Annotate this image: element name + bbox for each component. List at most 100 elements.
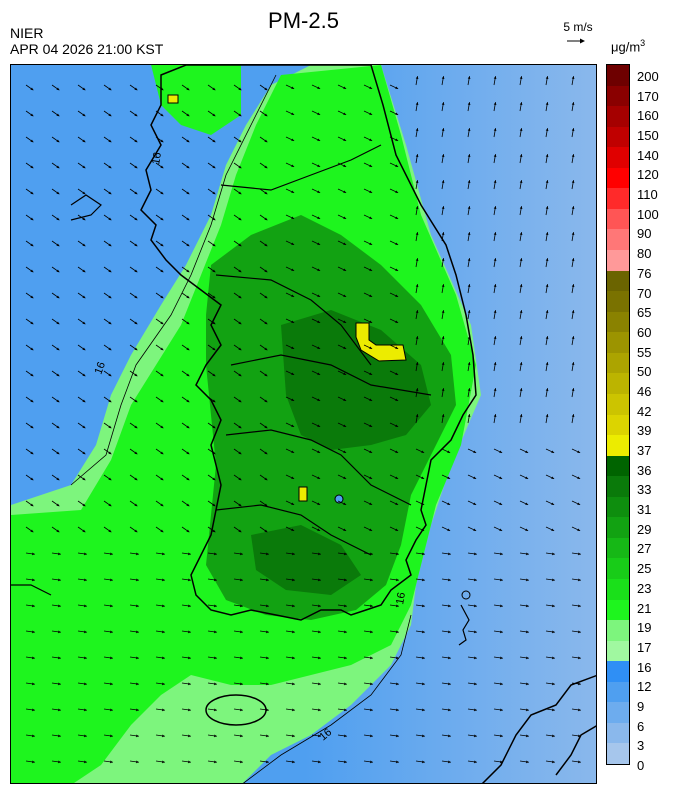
legend-swatch: [607, 414, 629, 436]
wind-arrow-head: [264, 451, 268, 455]
wind-reference-arrow-icon: [567, 38, 585, 44]
wind-arrow-head: [56, 139, 60, 143]
wind-arrow-head: [493, 310, 497, 314]
wind-arrow-head: [577, 528, 581, 531]
wind-arrow-head: [519, 388, 523, 392]
wind-arrow-head: [343, 450, 347, 453]
wind-arrow-head: [396, 734, 399, 738]
wind-arrow-head: [212, 529, 216, 533]
legend-swatch: [607, 537, 629, 559]
wind-arrow-head: [238, 451, 242, 455]
wind-arrow-head: [571, 258, 575, 262]
wind-arrow-head: [56, 373, 60, 377]
wind-arrow-head: [545, 414, 549, 418]
wind-arrow-head: [396, 760, 399, 764]
wind-arrow-head: [186, 217, 190, 221]
wind-arrow-head: [370, 604, 373, 608]
legend-label: 76: [637, 265, 652, 281]
legend-label: 19: [637, 620, 652, 636]
legend-swatch: [607, 332, 629, 354]
wind-arrow-head: [369, 112, 373, 115]
wind-arrow-head: [369, 268, 373, 271]
wind-arrow-head: [395, 164, 399, 167]
wind-arrow-head: [526, 734, 529, 738]
wind-arrow-head: [291, 190, 295, 193]
wind-arrow-head: [56, 451, 60, 455]
legend-swatch: [607, 291, 629, 313]
wind-arrow-head: [212, 87, 216, 91]
wind-arrow-head: [82, 269, 86, 273]
wind-arrow-head: [467, 336, 471, 340]
wind-arrow-head: [56, 243, 60, 247]
wind-arrow-head: [30, 451, 34, 455]
wind-arrow-head: [343, 294, 347, 297]
wind-arrow-head: [370, 708, 373, 712]
wind-arrow-head: [214, 760, 217, 764]
legend-swatch: [607, 702, 629, 724]
wind-arrow-head: [369, 242, 373, 245]
wind-arrow-head: [344, 682, 347, 686]
wind-arrow-head: [30, 373, 34, 377]
wind-arrow-head: [473, 528, 477, 531]
wind-arrow-head: [32, 734, 35, 738]
wind-arrow-head: [551, 502, 555, 505]
wind-arrow-head: [467, 388, 471, 392]
wind-arrow-head: [108, 321, 112, 325]
wind-arrow-head: [317, 450, 321, 453]
wind-arrow-head: [292, 604, 295, 608]
wind-arrow-head: [395, 190, 399, 193]
wind-arrow-head: [291, 424, 295, 427]
wind-arrow-head: [545, 102, 549, 106]
legend-swatch: [607, 599, 629, 621]
wind-arrow-head: [160, 243, 164, 247]
wind-arrow-head: [415, 310, 419, 314]
legend-label: 9: [637, 698, 645, 714]
wind-arrow-head: [545, 180, 549, 184]
wind-arrow-head: [30, 165, 34, 169]
wind-arrow-head: [577, 502, 581, 505]
wind-arrow-head: [160, 529, 164, 533]
wind-arrow-head: [578, 682, 581, 686]
unit-label: μg/m3: [611, 38, 645, 54]
wind-arrow-head: [467, 232, 471, 236]
wind-arrow-head: [108, 295, 112, 299]
wind-arrow-head: [162, 708, 165, 712]
wind-arrow-head: [500, 734, 503, 738]
wind-arrow-head: [56, 503, 60, 507]
wind-arrow-head: [58, 630, 61, 634]
wind-arrow-head: [58, 682, 61, 686]
wind-arrow-head: [110, 734, 113, 738]
wind-arrow-head: [160, 269, 164, 273]
wind-reference-label: 5 m/s: [563, 20, 593, 34]
wind-arrow-head: [84, 682, 87, 686]
wind-arrow-head: [395, 528, 399, 531]
wind-arrow-head: [525, 450, 529, 453]
wind-arrow-head: [186, 113, 190, 117]
wind-arrow-head: [264, 321, 268, 325]
legend-label: 3: [637, 738, 645, 754]
legend-label: 37: [637, 443, 652, 459]
wind-arrow-head: [415, 362, 419, 366]
legend-label: 16: [637, 659, 652, 675]
wind-arrow-head: [441, 76, 445, 80]
legend-label: 6: [637, 718, 645, 734]
wind-arrow-head: [240, 630, 243, 634]
wind-arrow-head: [552, 734, 555, 738]
legend-label: 0: [637, 758, 645, 773]
wind-arrow-head: [188, 604, 191, 608]
wind-arrow-head: [264, 191, 268, 195]
wind-arrow-head: [395, 346, 399, 349]
wind-arrow-head: [447, 450, 451, 453]
wind-arrow-head: [162, 734, 165, 738]
wind-arrow-head: [32, 760, 35, 764]
wind-arrow-head: [317, 216, 321, 219]
wind-arrow-head: [415, 258, 419, 262]
wind-arrow-head: [467, 362, 471, 366]
wind-arrow-head: [317, 112, 321, 115]
wind-arrow-head: [291, 320, 295, 323]
wind-arrow-head: [448, 552, 451, 556]
wind-arrow-head: [186, 87, 190, 91]
wind-arrow-head: [30, 321, 34, 325]
wind-arrow-head: [551, 528, 555, 531]
wind-arrow-head: [160, 139, 164, 143]
